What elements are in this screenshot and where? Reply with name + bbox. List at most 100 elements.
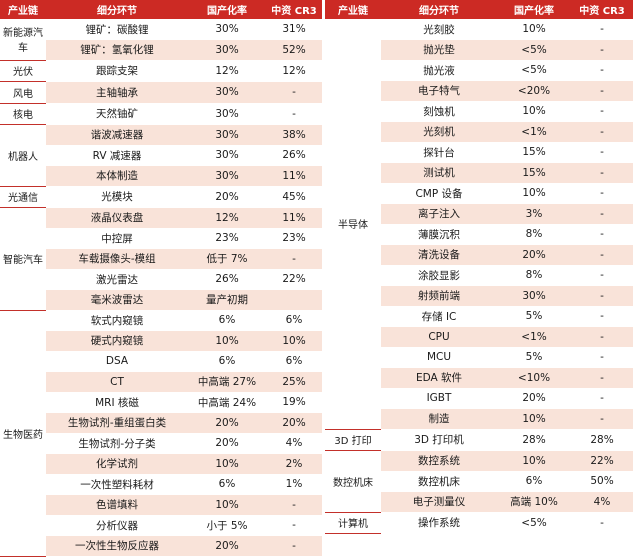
- segment-cell: 抛光液: [381, 60, 497, 81]
- table-row: 一次性生物反应器 20% -: [0, 535, 322, 556]
- segment-cell: 跟踪支架: [46, 60, 188, 82]
- rate-cell: 30%: [188, 81, 266, 103]
- table-row: 新能源汽车 锂矿：碳酸锂 30% 31%: [0, 19, 322, 61]
- table-row: CT 中高端 27% 25%: [0, 371, 322, 392]
- rate-cell: <5%: [497, 60, 571, 81]
- table-row: 一次性塑料耗材 6% 1%: [0, 474, 322, 495]
- table-row: 生物试剂-重组蛋白类 20% 20%: [0, 412, 322, 433]
- segment-cell: 探针台: [381, 142, 497, 163]
- segment-cell: 毫米波雷达: [46, 289, 188, 310]
- table-row: 3D 打印 3D 打印机 28% 28%: [325, 429, 633, 451]
- chain-cell: 计算机: [325, 512, 381, 534]
- cr3-cell: 10%: [266, 330, 322, 351]
- header-segment: 细分环节: [381, 0, 497, 19]
- cr3-cell: -: [571, 265, 633, 286]
- cr3-cell: 12%: [266, 60, 322, 82]
- chain-cell: 3D 打印: [325, 429, 381, 451]
- table-row: 硬式内窥镜 10% 10%: [0, 330, 322, 351]
- chain-cell: 半导体: [325, 19, 381, 430]
- rate-cell: 10%: [497, 19, 571, 40]
- header-segment: 细分环节: [46, 0, 188, 19]
- segment-cell: 生物试剂-分子类: [46, 433, 188, 454]
- cr3-cell: -: [571, 326, 633, 347]
- segment-cell: 离子注入: [381, 203, 497, 224]
- rate-cell: 6%: [188, 310, 266, 331]
- table-row: 数控机床 数控系统 10% 22%: [325, 450, 633, 513]
- rate-cell: 20%: [188, 433, 266, 454]
- table-row: 数控机床 6% 50%: [325, 471, 633, 492]
- table-row: 清洗设备 20% -: [325, 244, 633, 265]
- rate-cell: 高端 10%: [497, 491, 571, 512]
- cr3-cell: 11%: [266, 207, 322, 228]
- rate-cell: <1%: [497, 326, 571, 347]
- cr3-cell: 38%: [266, 124, 322, 145]
- table-row: 本体制造 30% 11%: [0, 165, 322, 186]
- table-row: 化学试剂 10% 2%: [0, 453, 322, 474]
- rate-cell: 30%: [188, 103, 266, 125]
- cr3-cell: 26%: [266, 145, 322, 166]
- rate-cell: 8%: [497, 265, 571, 286]
- table-row: 车载摄像头-模组 低于 7% -: [0, 248, 322, 269]
- rate-cell: 20%: [497, 388, 571, 409]
- rate-cell: 26%: [188, 269, 266, 290]
- cr3-cell: -: [571, 162, 633, 183]
- cr3-cell: 31%: [266, 19, 322, 40]
- rate-cell: 6%: [497, 471, 571, 492]
- rate-cell: 12%: [188, 60, 266, 82]
- segment-cell: 测试机: [381, 162, 497, 183]
- left-table: 产业链 细分环节 国产化率 中资 CR3 新能源汽车 锂矿：碳酸锂 30% 31% 锂矿…: [0, 0, 322, 557]
- table-row: 锂矿：氢氧化锂 30% 52%: [0, 39, 322, 60]
- cr3-cell: 11%: [266, 165, 322, 186]
- table-row: 电子测量仪 高端 10% 4%: [325, 491, 633, 512]
- segment-cell: 操作系统: [381, 512, 497, 534]
- segment-cell: 数控系统: [381, 450, 497, 471]
- cr3-cell: -: [571, 142, 633, 163]
- rate-cell: 20%: [188, 412, 266, 433]
- rate-cell: 28%: [497, 429, 571, 451]
- cr3-cell: 22%: [571, 450, 633, 471]
- table-row: 刻蚀机 10% -: [325, 101, 633, 122]
- segment-cell: 光模块: [46, 186, 188, 208]
- rate-cell: 中高端 24%: [188, 392, 266, 413]
- cr3-cell: -: [571, 408, 633, 429]
- rate-cell: 30%: [497, 285, 571, 306]
- table-row: 智能汽车 液晶仪表盘 12% 11%: [0, 207, 322, 311]
- cr3-cell: -: [571, 203, 633, 224]
- cr3-cell: 52%: [266, 39, 322, 60]
- segment-cell: 软式内窥镜: [46, 310, 188, 331]
- segment-cell: 激光雷达: [46, 269, 188, 290]
- cr3-cell: 4%: [571, 491, 633, 512]
- segment-cell: 薄膜沉积: [381, 224, 497, 245]
- table-row: 生物试剂-分子类 20% 4%: [0, 433, 322, 454]
- rate-cell: 12%: [188, 207, 266, 228]
- cr3-cell: 4%: [266, 433, 322, 454]
- table-row: 分析仪器 小于 5% -: [0, 515, 322, 536]
- cr3-cell: -: [571, 60, 633, 81]
- table-row: 光伏 跟踪支架 12% 12%: [0, 60, 322, 82]
- cr3-cell: 1%: [266, 474, 322, 495]
- segment-cell: 液晶仪表盘: [46, 207, 188, 228]
- segment-cell: 射频前端: [381, 285, 497, 306]
- rate-cell: 6%: [188, 474, 266, 495]
- rate-cell: 20%: [188, 535, 266, 556]
- table-row: 毫米波雷达 量产初期: [0, 289, 322, 310]
- table-row: 核电 天然铀矿 30% -: [0, 103, 322, 125]
- segment-cell: 硬式内窥镜: [46, 330, 188, 351]
- table-row: 机器人 谐波减速器 30% 38%: [0, 124, 322, 187]
- segment-cell: 存储 IC: [381, 306, 497, 327]
- table-row: 射频前端 30% -: [325, 285, 633, 306]
- cr3-cell: 2%: [266, 453, 322, 474]
- table-row: 离子注入 3% -: [325, 203, 633, 224]
- chain-cell: 风电: [0, 81, 46, 104]
- table-row: 探针台 15% -: [325, 142, 633, 163]
- cr3-cell: -: [571, 306, 633, 327]
- chain-cell: 光通信: [0, 186, 46, 208]
- rate-cell: 30%: [188, 124, 266, 145]
- segment-cell: 清洗设备: [381, 244, 497, 265]
- table-row: RV 减速器 30% 26%: [0, 145, 322, 166]
- header-cr3: 中资 CR3: [266, 0, 322, 19]
- segment-cell: RV 减速器: [46, 145, 188, 166]
- rate-cell: 5%: [497, 347, 571, 368]
- segment-cell: 生物试剂-重组蛋白类: [46, 412, 188, 433]
- segment-cell: 锂矿：碳酸锂: [46, 19, 188, 40]
